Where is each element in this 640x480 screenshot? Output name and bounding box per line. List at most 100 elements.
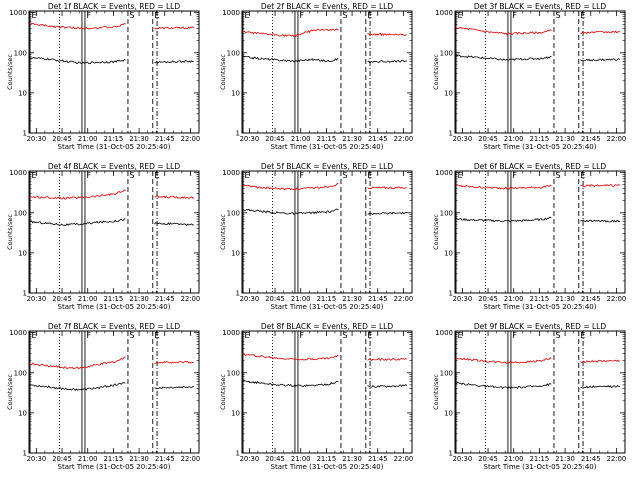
time-marker: E bbox=[365, 11, 372, 133]
x-tick-label: 21:00 bbox=[78, 455, 98, 463]
events-series-line bbox=[154, 386, 194, 390]
time-marker: E bbox=[365, 171, 372, 293]
detector-panel: Det 5f BLACK = Events, RED = LLD 1 10 100 10… bbox=[213, 160, 426, 320]
plot-frame bbox=[28, 330, 200, 454]
x-tick-label: 20:45 bbox=[265, 455, 285, 463]
y-tick-label: 1 bbox=[23, 290, 27, 298]
x-tick-label: 20:45 bbox=[265, 295, 285, 303]
marker-label: F bbox=[299, 11, 304, 20]
x-tick-label: 21:45 bbox=[368, 455, 388, 463]
x-tick-label: 21:00 bbox=[504, 295, 524, 303]
y-tick-label: 1000 bbox=[222, 9, 240, 17]
lld-series-line bbox=[455, 357, 552, 364]
y-tick-label: 1000 bbox=[435, 329, 453, 337]
y-tick-label: 100 bbox=[14, 49, 27, 57]
plot-frame bbox=[241, 170, 413, 294]
y-tick-label: 100 bbox=[440, 49, 453, 57]
y-axis-label: Counts/sec bbox=[219, 214, 227, 250]
lld-series-line bbox=[580, 30, 621, 34]
chart-title: Det 5f BLACK = Events, RED = LLD bbox=[261, 162, 394, 171]
y-tick-label: 100 bbox=[14, 369, 27, 377]
plot-frame bbox=[28, 10, 200, 134]
x-tick-label: 21:15 bbox=[104, 295, 124, 303]
y-tick-label: 1 bbox=[449, 130, 453, 138]
marker-label: E bbox=[245, 171, 250, 180]
x-tick-label: 21:00 bbox=[291, 455, 311, 463]
y-tick-label: 1000 bbox=[9, 169, 27, 177]
events-series-line bbox=[580, 219, 621, 223]
chart-title: Det 3f BLACK = Events, RED = LLD bbox=[474, 2, 607, 11]
time-marker: S bbox=[553, 171, 561, 293]
marker-label: F bbox=[512, 331, 517, 340]
marker-label: F bbox=[86, 331, 91, 340]
events-series-line bbox=[29, 382, 126, 391]
marker-label: F bbox=[299, 171, 304, 180]
x-tick-label: 21:30 bbox=[555, 295, 575, 303]
time-marker: E bbox=[578, 331, 585, 453]
y-tick-label: 1000 bbox=[222, 329, 240, 337]
events-series-line bbox=[242, 208, 339, 216]
time-marker: S bbox=[127, 171, 135, 293]
y-tick-label: 10 bbox=[18, 249, 27, 257]
marker-label: E bbox=[458, 171, 463, 180]
time-marker: S bbox=[340, 331, 348, 453]
marker-label: S bbox=[129, 11, 134, 20]
marker-label: S bbox=[555, 171, 560, 180]
x-tick-label: 22:00 bbox=[181, 455, 201, 463]
time-marker: E bbox=[365, 331, 372, 453]
x-tick-label: 21:15 bbox=[104, 455, 124, 463]
marker-label: S bbox=[342, 171, 347, 180]
marker-label: S bbox=[129, 171, 134, 180]
x-tick-label: 21:00 bbox=[504, 135, 524, 143]
lld-series-line bbox=[29, 356, 126, 370]
chart-title: Det 9f BLACK = Events, RED = LLD bbox=[474, 322, 607, 331]
lld-series-line bbox=[242, 28, 339, 38]
time-marker: F bbox=[81, 171, 91, 293]
x-tick-label: 21:00 bbox=[78, 135, 98, 143]
events-series-line bbox=[29, 56, 126, 65]
x-tick-label: 21:45 bbox=[155, 295, 175, 303]
time-marker: E bbox=[455, 11, 463, 133]
y-tick-label: 1000 bbox=[222, 169, 240, 177]
x-tick-label: 22:00 bbox=[181, 295, 201, 303]
time-marker: E bbox=[152, 11, 159, 133]
x-tick-label: 20:45 bbox=[265, 135, 285, 143]
lld-series-line bbox=[29, 22, 126, 30]
chart-title: Det 7f BLACK = Events, RED = LLD bbox=[48, 322, 181, 331]
x-axis-label: Start Time (31-Oct-05 20:25:40) bbox=[271, 303, 384, 311]
time-marker: E bbox=[242, 171, 250, 293]
lld-series-line bbox=[367, 32, 408, 37]
x-axis-label: Start Time (31-Oct-05 20:25:40) bbox=[58, 143, 171, 151]
events-series-line bbox=[455, 216, 552, 223]
x-tick-label: 21:00 bbox=[291, 135, 311, 143]
y-tick-label: 10 bbox=[18, 409, 27, 417]
detector-panel: Det 6f BLACK = Events, RED = LLD 1 10 100 10… bbox=[426, 160, 639, 320]
y-tick-label: 10 bbox=[18, 89, 27, 97]
x-tick-label: 20:30 bbox=[453, 455, 473, 463]
time-marker: S bbox=[553, 11, 561, 133]
y-tick-label: 100 bbox=[440, 369, 453, 377]
lld-series-line bbox=[367, 186, 407, 190]
marker-label: E bbox=[32, 331, 37, 340]
lld-series-line bbox=[29, 189, 126, 200]
plot-frame bbox=[454, 10, 626, 134]
x-tick-label: 22:00 bbox=[181, 135, 201, 143]
marker-label: F bbox=[86, 171, 91, 180]
y-tick-label: 1 bbox=[449, 290, 453, 298]
x-tick-label: 20:30 bbox=[453, 295, 473, 303]
x-tick-label: 20:45 bbox=[478, 295, 498, 303]
time-marker: E bbox=[29, 171, 37, 293]
detector-panel: Det 3f BLACK = Events, RED = LLD 1 10 100 10… bbox=[426, 0, 639, 160]
events-series-line bbox=[242, 55, 339, 63]
marker-label: S bbox=[555, 11, 560, 20]
events-series-line bbox=[580, 384, 621, 389]
time-marker: E bbox=[152, 171, 159, 293]
y-axis-label: Counts/sec bbox=[219, 54, 227, 90]
events-series-line bbox=[154, 222, 194, 226]
x-tick-label: 21:15 bbox=[317, 455, 337, 463]
x-tick-label: 20:30 bbox=[240, 455, 260, 463]
y-axis-label: Counts/sec bbox=[6, 374, 14, 410]
time-marker: E bbox=[152, 331, 159, 453]
x-tick-label: 20:45 bbox=[52, 455, 72, 463]
